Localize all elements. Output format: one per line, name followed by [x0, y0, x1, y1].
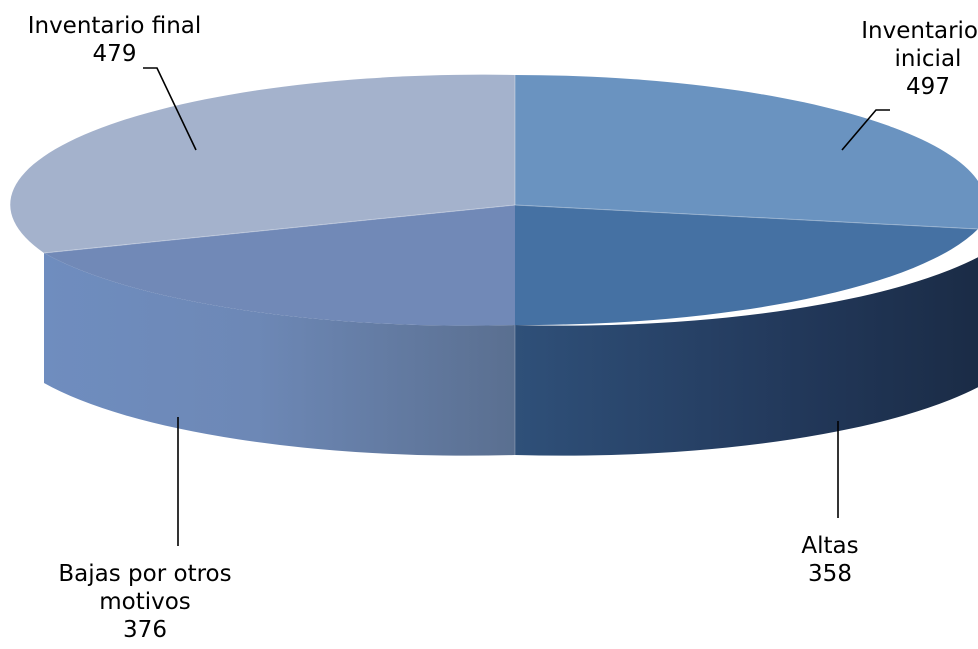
- label-final-name: Inventario final: [27, 13, 202, 39]
- leader-inicial: [841, 109, 890, 151]
- label-inicial-name-1: Inventario: [861, 18, 978, 44]
- label-final: Inventario final 479: [2, 12, 227, 68]
- label-inicial-value: 497: [906, 74, 950, 100]
- label-inicial-name-2: inicial: [894, 46, 962, 72]
- label-altas-name: Altas: [801, 533, 859, 559]
- label-bajas: Bajas por otros motivos 376: [30, 560, 260, 644]
- slice-top-altas: [515, 205, 978, 326]
- slice-top-final: [10, 74, 516, 253]
- label-altas-value: 358: [808, 561, 852, 587]
- slice-side-altas: [515, 257, 978, 456]
- slice-top-inicial: [515, 75, 978, 229]
- slice-top-bajas: [44, 205, 515, 326]
- slice-side-bajas: [44, 253, 515, 456]
- label-altas: Altas 358: [760, 532, 900, 588]
- label-inicial: Inventario inicial 497: [828, 17, 978, 101]
- label-bajas-name-1: Bajas por otros: [58, 561, 232, 587]
- label-bajas-name-2: motivos: [99, 589, 191, 615]
- leader-final: [143, 67, 197, 151]
- label-final-value: 479: [92, 41, 137, 67]
- label-bajas-value: 376: [123, 617, 167, 643]
